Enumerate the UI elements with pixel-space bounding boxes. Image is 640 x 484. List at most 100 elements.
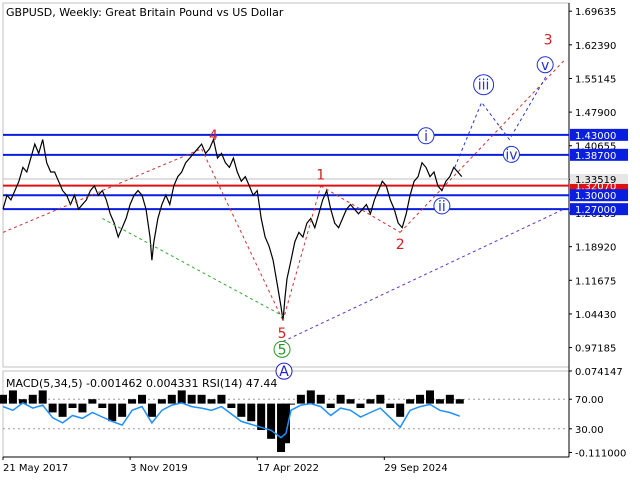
projection-line-6: [282, 208, 565, 342]
macd-bar: [38, 390, 47, 404]
rsi-line: [2, 402, 461, 439]
macd-bar: [68, 403, 77, 409]
price-series-layer: [2, 137, 463, 321]
macd-bar: [48, 403, 57, 413]
macd-bar: [98, 403, 107, 409]
wave-circle-9: [473, 74, 495, 96]
wave-label-6: A: [279, 364, 289, 380]
indicator-tick-label: 30.00: [575, 425, 604, 436]
wave-circle-11: [536, 56, 554, 74]
time-tick-label: 29 Sep 2024: [384, 463, 447, 474]
macd-bar: [356, 403, 365, 409]
price-tick-label: 1.11675: [575, 276, 616, 287]
macd-bar: [282, 403, 290, 444]
price-tick-label: 1.55145: [575, 74, 616, 85]
macd-bar: [197, 394, 206, 404]
macd-bar: [366, 399, 375, 404]
macd-bar: [217, 394, 226, 404]
level-tag-bg: [570, 128, 628, 141]
wave-circle-7: [417, 127, 435, 145]
wave-label-2: 2: [396, 237, 405, 253]
time-tick-label: 3 Nov 2019: [130, 463, 188, 474]
macd-bar: [8, 390, 17, 404]
level-tag-bg: [570, 148, 628, 161]
macd-bar: [286, 403, 295, 405]
macd-bar: [435, 399, 444, 404]
current-price-tag-label: 1.33519: [575, 175, 616, 186]
macd-bar: [376, 394, 385, 404]
macd-bar: [267, 403, 276, 439]
macd-bar: [118, 403, 127, 417]
price-tick-label: 1.40655: [575, 142, 616, 153]
macd-bar: [157, 399, 166, 404]
price-tick-label: 1.04430: [575, 310, 616, 321]
projection-line-1: [201, 148, 284, 321]
macd-bar: [58, 403, 67, 417]
wave-label-3: 3: [544, 33, 553, 49]
macd-bar: [406, 399, 415, 404]
macd-bar: [425, 390, 434, 404]
wave-label-11: v: [541, 58, 549, 74]
macd-bar: [445, 394, 454, 404]
macd-bar: [147, 403, 156, 417]
macd-bar: [108, 403, 117, 422]
macd-bar: [187, 394, 196, 404]
macd-bar: [296, 394, 305, 404]
level-tag-label: 1.30000: [575, 191, 616, 202]
macd-bar: [88, 399, 97, 404]
macd-bar: [306, 390, 315, 404]
price-line: [2, 137, 463, 321]
wave-label-1: 1: [316, 167, 325, 183]
macd-bar: [177, 390, 186, 404]
macd-bar: [0, 394, 7, 404]
price-tick-label: 1.47900: [575, 108, 616, 119]
macd-bar: [128, 399, 137, 404]
macd-bar: [138, 394, 147, 404]
wave-label-9: iii: [478, 78, 490, 94]
level-tag-label: 1.32070: [575, 182, 616, 193]
wave-label-0: 4: [209, 128, 218, 144]
support-resistance-levels: [3, 133, 569, 211]
time-axis: 21 May 2017 3 Nov 2019 17 Apr 2022 29 Sep 2…: [2, 457, 448, 474]
indicator-layer: [0, 390, 569, 453]
macd-bar: [326, 403, 335, 409]
wave-projections-layer: [2, 60, 565, 342]
price-tick-label: 1.18920: [575, 243, 616, 254]
indicator-tick-label: -0.111000: [575, 448, 626, 459]
price-tick-label: 1.62390: [575, 41, 616, 52]
level-tag-label: 1.27000: [575, 205, 616, 216]
macd-bar: [396, 403, 405, 417]
wave-label-7: i: [424, 129, 428, 145]
wave-label-5: 5: [278, 342, 287, 358]
macd-bar: [18, 399, 27, 404]
indicator-tick-label: 0.074147: [575, 367, 623, 378]
macd-bar: [455, 399, 464, 404]
price-tick-label: 1.69635: [575, 7, 616, 18]
macd-bar: [227, 403, 236, 409]
wave-circle-8: [433, 197, 451, 215]
macd-bar: [336, 394, 345, 404]
macd-bar: [386, 403, 395, 409]
projection-line-5: [102, 217, 284, 317]
wave-circle-10: [502, 145, 520, 163]
level-tag-bg: [570, 203, 628, 216]
time-tick-label: 17 Apr 2022: [257, 463, 319, 474]
wave-label-8: ii: [438, 199, 446, 215]
price-tick-label: 0.97185: [575, 344, 616, 355]
macd-bar: [416, 394, 425, 404]
macd-bar: [247, 403, 256, 422]
projection-line-2: [282, 185, 322, 321]
level-tag-bg: [570, 189, 628, 202]
wave-circle-6: [275, 362, 293, 380]
macd-bar: [78, 403, 87, 413]
wave-label-4: 5: [278, 326, 287, 342]
macd-bar: [167, 394, 176, 404]
level-tag-label: 1.38700: [575, 151, 616, 162]
macd-bar: [277, 403, 286, 453]
indicator-tick-label: 70.00: [575, 395, 604, 406]
macd-bar: [257, 403, 266, 431]
indicator-axis: 0.074147 70.00 30.00 -0.111000: [569, 367, 626, 459]
